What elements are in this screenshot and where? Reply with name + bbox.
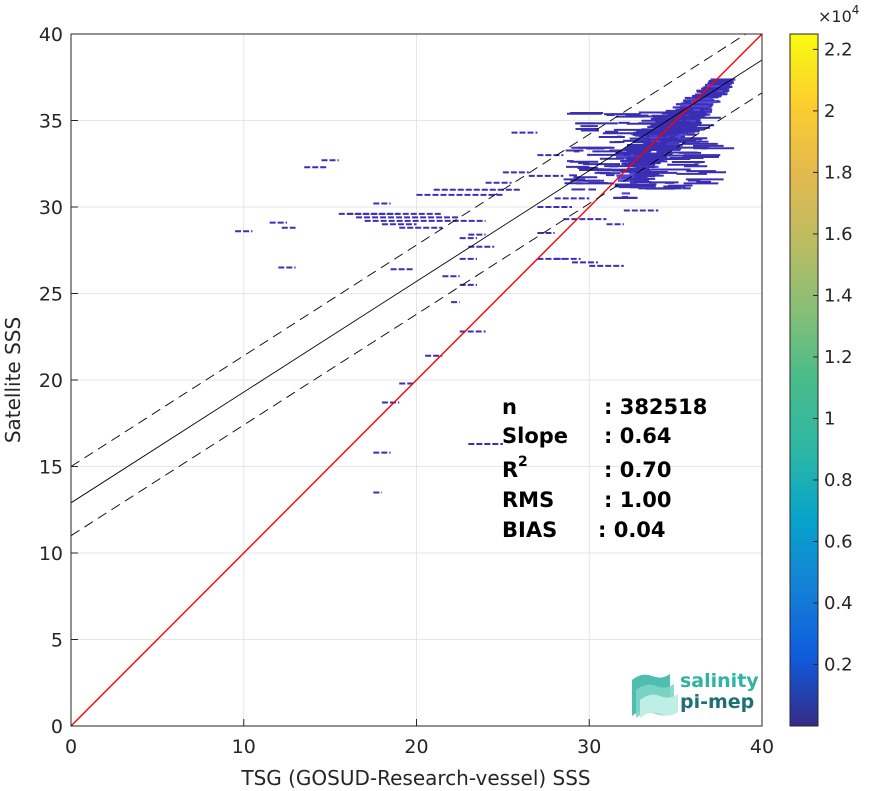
stats-box: n : 382518 Slope : 0.64 R 2 : 0.70 RMS :… [502, 395, 707, 542]
stat-n-label: n [502, 395, 517, 419]
stat-r2-value: : 0.70 [604, 458, 672, 482]
colorbar-tick-label: 2 [824, 101, 835, 122]
density-segments [235, 131, 659, 494]
colorbar-tick-label: 1 [824, 408, 835, 429]
density-cloud [563, 78, 736, 200]
y-tick-label: 40 [39, 24, 63, 46]
y-axis-label: Satellite SSS [1, 317, 25, 443]
logo-line1: salinity [680, 670, 759, 692]
colorbar-tick-label: 1.2 [824, 347, 853, 368]
regression-lower-line [71, 92, 762, 537]
stat-bias-value: : 0.04 [598, 518, 666, 542]
logo-line2: pi-mep [680, 691, 754, 713]
stat-slope-label: Slope [502, 424, 568, 448]
stat-rms-value: : 1.00 [604, 488, 672, 512]
colorbar-exponent-power: 4 [852, 3, 860, 17]
colorbar-ticks: 0.2 0.4 0.6 0.8 1 1.2 1.4 1.6 1.8 2 2.2 [813, 39, 853, 675]
y-tick-label: 35 [39, 111, 63, 133]
y-tick-label: 15 [39, 457, 63, 479]
colorbar-gradient [789, 33, 819, 727]
stat-r2-sup: 2 [518, 454, 528, 470]
colorbar-tick-label: 0.6 [824, 531, 853, 552]
y-tick-label: 5 [51, 630, 63, 652]
y-tick-label: 20 [39, 370, 63, 392]
regression-upper-line [71, 34, 747, 467]
colorbar-tick-label: 2.2 [824, 39, 853, 60]
colorbar-tick-label: 1.4 [824, 285, 853, 306]
colorbar-tick-label: 0.8 [824, 470, 853, 491]
x-tick-label: 30 [577, 736, 601, 758]
stat-slope-value: : 0.64 [604, 424, 672, 448]
x-tick-label: 20 [404, 736, 428, 758]
x-tick-label: 40 [750, 736, 774, 758]
colorbar: 0.2 0.4 0.6 0.8 1 1.2 1.4 1.6 1.8 2 2.2 ×104 [789, 3, 859, 727]
stat-r2-label: R [502, 458, 518, 482]
x-axis-ticks: 0 10 20 30 40 [65, 719, 774, 758]
y-tick-label: 10 [39, 543, 63, 565]
y-tick-label: 30 [39, 197, 63, 219]
regression-line [71, 59, 762, 504]
y-tick-label: 25 [39, 284, 63, 306]
colorbar-exponent-base: ×10 [818, 7, 852, 26]
y-axis-ticks: 0 5 10 15 20 25 30 35 40 [39, 24, 78, 738]
colorbar-tick-label: 1.6 [824, 224, 853, 245]
wave-logo-icon [632, 674, 678, 718]
colorbar-tick-label: 0.2 [824, 654, 853, 675]
colorbar-tick-label: 1.8 [824, 162, 853, 183]
colorbar-exponent: ×104 [818, 3, 859, 26]
regression-lines [71, 34, 762, 726]
y-tick-label: 0 [51, 716, 63, 738]
salinity-pimep-logo: salinity pi-mep [632, 670, 759, 718]
colorbar-tick-label: 0.4 [824, 593, 853, 614]
stat-bias-label: BIAS [502, 518, 557, 542]
stat-n-value: : 382518 [604, 395, 707, 419]
x-tick-label: 10 [232, 736, 256, 758]
x-tick-label: 0 [65, 736, 77, 758]
x-axis-label: TSG (GOSUD-Research-vessel) SSS [240, 766, 590, 790]
identity-line [71, 34, 762, 726]
stat-rms-label: RMS [502, 488, 554, 512]
